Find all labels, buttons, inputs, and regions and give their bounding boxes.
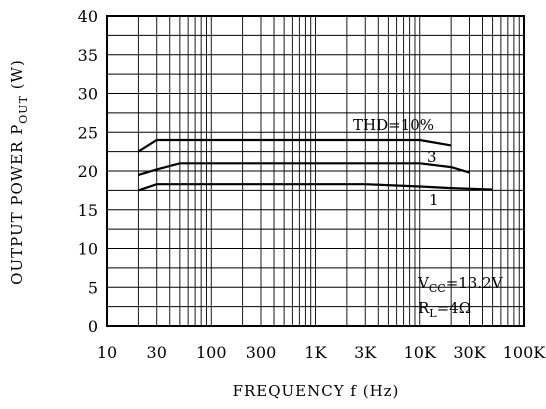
y-tick-label: 15 <box>78 201 98 220</box>
y-tick-label: 5 <box>88 278 98 297</box>
curves <box>137 138 493 192</box>
x-axis-label: FREQUENCY f (Hz) <box>233 382 400 400</box>
series-label-thd: THD=10% <box>353 116 434 134</box>
series-label-3: 3 <box>427 148 437 166</box>
x-tick-label: 30K <box>453 343 486 362</box>
x-tick-label: 100 <box>196 343 227 362</box>
x-tick-label: 30 <box>147 343 167 362</box>
rl-annotation: RL=4Ω <box>418 299 471 320</box>
y-tick-label: 0 <box>88 317 98 336</box>
x-tick-label: 3K <box>354 343 377 362</box>
x-tick-label: 100K <box>503 343 546 362</box>
y-tick-label: 25 <box>78 123 98 142</box>
tick-labels: 0 5 10 15 20 25 30 35 40 10 30 100 300 1K 3K 10K 30K 100K <box>78 7 546 362</box>
y-tick-label: 30 <box>78 85 98 104</box>
y-tick-label: 40 <box>78 7 98 26</box>
y-axis-label: OUTPUT POWER POUT (W) <box>8 59 30 285</box>
x-tick-label: 1K <box>304 343 327 362</box>
x-tick-label: 10 <box>97 343 117 362</box>
series-line-3 <box>138 183 493 192</box>
series-line-1 <box>137 138 452 153</box>
x-tick-label: 300 <box>246 343 277 362</box>
x-tick-label: 10K <box>404 343 437 362</box>
plot-frame <box>106 15 525 327</box>
y-tick-label: 10 <box>78 240 98 259</box>
y-tick-label: 20 <box>78 162 98 181</box>
series-label-1: 1 <box>429 191 439 209</box>
y-tick-label: 35 <box>78 46 98 65</box>
grid-lines <box>107 16 524 326</box>
vcc-annotation: VCC=13.2V <box>417 274 504 295</box>
series-line-2 <box>138 162 470 176</box>
